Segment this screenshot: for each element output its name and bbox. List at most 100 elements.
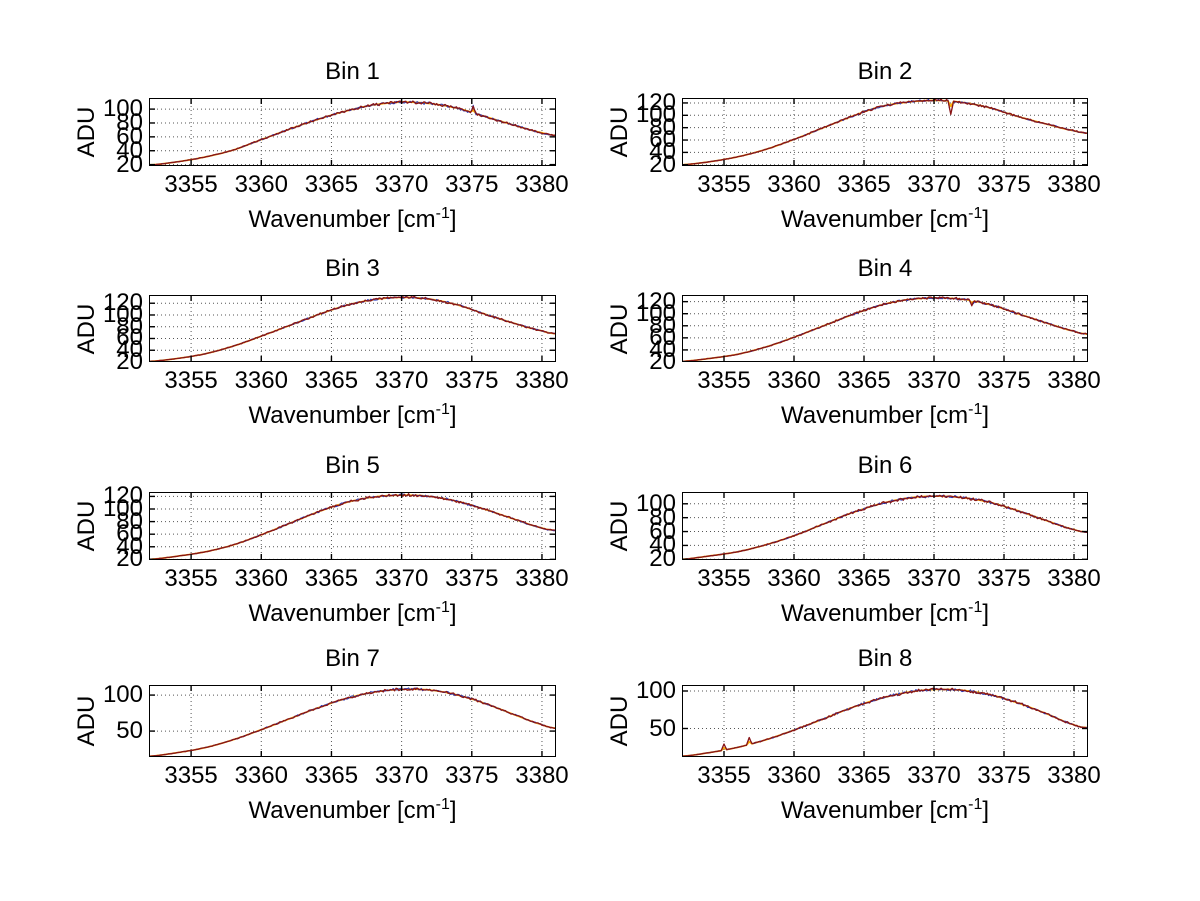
y-tick-label: 100 — [635, 489, 676, 517]
y-tick-label: 40 — [649, 531, 676, 559]
y-tick-label: 120 — [635, 287, 676, 315]
x-tick-label: 3360 — [234, 171, 288, 198]
y-tick-label: 120 — [102, 289, 143, 317]
y-axis-label: ADU — [606, 500, 633, 552]
spectrum-data-line — [682, 494, 1088, 560]
x-tick-label: 3365 — [304, 762, 359, 789]
x-tick-label: 3380 — [515, 367, 569, 394]
x-axis-label: Wavenumber [cm-1] — [183, 396, 523, 430]
spectrum-fit-line — [149, 101, 556, 166]
x-tick-label: 3380 — [1047, 565, 1101, 592]
x-tick-label: 3375 — [977, 171, 1031, 198]
plot-border — [149, 295, 556, 362]
x-tick-label: 3360 — [767, 565, 821, 592]
plot-area — [682, 492, 1088, 560]
spectrum-data-underline — [149, 100, 556, 166]
plot-area — [149, 685, 556, 757]
x-tick-label: 3355 — [164, 565, 218, 592]
x-axis-label-main: Wavenumber [cm — [248, 402, 436, 429]
x-axis-label-superscript: -1 — [435, 401, 450, 418]
x-tick-label: 3375 — [445, 762, 499, 789]
x-tick-label: 3365 — [304, 565, 359, 592]
y-tick-label: 80 — [116, 108, 143, 136]
subplot-title: Bin 1 — [325, 58, 380, 85]
x-tick-label: 3365 — [837, 171, 891, 198]
plot-border — [682, 492, 1088, 560]
subplot-title: Bin 3 — [325, 255, 380, 282]
subplot-title: Bin 4 — [857, 255, 913, 282]
x-axis-label: Wavenumber [cm-1] — [715, 200, 1055, 234]
x-axis-label: Wavenumber [cm-1] — [715, 396, 1055, 430]
x-axis-label-superscript: -1 — [968, 205, 983, 222]
spectrum-data-line — [149, 687, 556, 757]
x-tick-label: 3355 — [697, 171, 751, 198]
y-tick-label: 100 — [102, 681, 143, 709]
y-tick-label: 20 — [116, 545, 143, 573]
x-tick-label: 3360 — [767, 171, 821, 198]
x-axis-label-main: Wavenumber [cm — [780, 797, 969, 824]
y-tick-label: 100 — [102, 495, 143, 522]
x-tick-label: 3370 — [374, 171, 429, 198]
x-axis-label: Wavenumber [cm-1] — [183, 200, 523, 234]
y-axis-label: ADU — [73, 695, 100, 747]
plot-border — [682, 98, 1088, 166]
x-axis-label: Wavenumber [cm-1] — [183, 791, 523, 825]
x-tick-label: 3375 — [445, 171, 499, 198]
spectrum-data-underline — [682, 98, 1088, 166]
y-tick-label: 20 — [116, 150, 143, 178]
x-tick-label: 3355 — [164, 171, 218, 198]
y-tick-label: 60 — [649, 126, 676, 154]
y-tick-label: 20 — [649, 545, 676, 573]
x-tick-label: 3365 — [837, 762, 891, 789]
plot-border — [682, 685, 1088, 757]
x-tick-label: 3360 — [234, 367, 288, 394]
x-axis-label-main: Wavenumber [cm — [780, 600, 969, 627]
x-tick-label: 3380 — [515, 171, 569, 198]
x-axis-label-close: ] — [449, 797, 457, 824]
spectrum-data-underline — [149, 295, 556, 362]
x-tick-label: 3380 — [1047, 171, 1101, 198]
spectrum-fit-line — [682, 495, 1088, 560]
spectrum-fit-line — [149, 494, 556, 560]
y-tick-label: 40 — [649, 138, 676, 166]
x-tick-label: 3360 — [234, 762, 288, 789]
x-axis-label-close: ] — [449, 206, 457, 233]
plot-area — [682, 295, 1088, 362]
x-tick-label: 3370 — [374, 762, 429, 789]
y-tick-label: 50 — [116, 717, 143, 745]
y-tick-label: 40 — [116, 532, 143, 560]
y-tick-label: 50 — [649, 714, 676, 742]
x-tick-label: 3375 — [977, 367, 1031, 394]
y-tick-label: 120 — [635, 88, 676, 116]
plot-border — [149, 98, 556, 166]
x-axis-label-close: ] — [982, 797, 990, 824]
subplot-title: Bin 2 — [857, 58, 913, 85]
plot-border — [149, 685, 556, 757]
plot-area — [682, 98, 1088, 166]
x-tick-label: 3380 — [515, 762, 569, 789]
y-tick-label: 60 — [116, 324, 143, 352]
y-axis-label: ADU — [73, 303, 100, 354]
x-axis-label-close: ] — [982, 402, 990, 429]
plot-area — [149, 492, 556, 560]
y-tick-label: 80 — [116, 507, 143, 535]
x-tick-label: 3375 — [445, 565, 499, 592]
y-tick-label: 100 — [635, 299, 676, 327]
spectrum-data-line — [682, 296, 1088, 362]
spectrum-fit-line — [682, 297, 1088, 362]
subplot-title: Bin 7 — [325, 645, 380, 672]
x-axis-label-superscript: -1 — [968, 401, 983, 418]
x-axis-label-superscript: -1 — [435, 599, 450, 616]
x-axis-label-superscript: -1 — [435, 796, 450, 813]
x-tick-label: 3375 — [977, 762, 1031, 789]
x-axis-label: Wavenumber [cm-1] — [183, 594, 523, 628]
y-tick-label: 80 — [116, 312, 143, 340]
x-tick-label: 3370 — [907, 367, 961, 394]
y-tick-label: 100 — [635, 677, 676, 704]
plot-border — [149, 492, 556, 560]
plot-area — [149, 295, 556, 362]
